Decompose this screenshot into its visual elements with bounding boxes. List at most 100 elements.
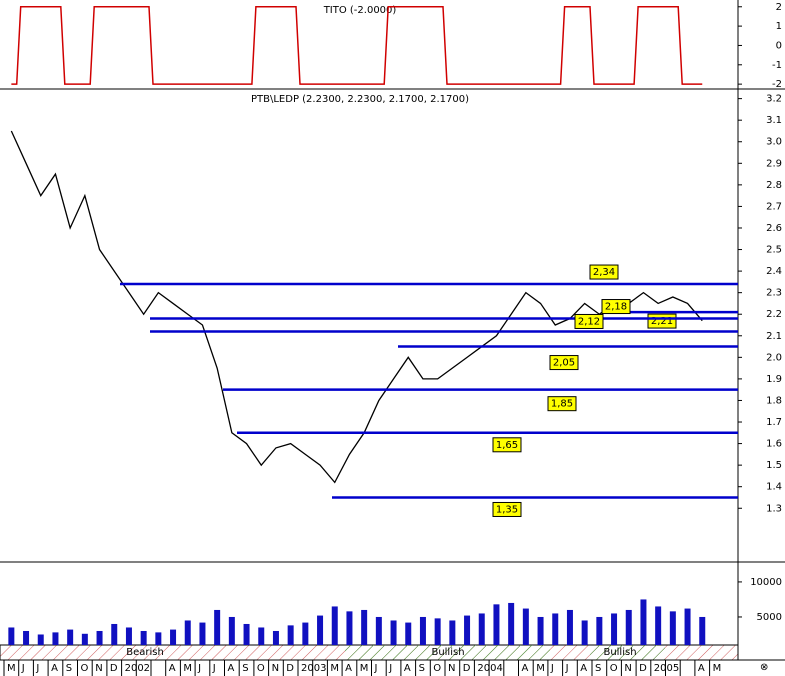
volume-bar (508, 602, 515, 645)
volume-bar (625, 609, 632, 645)
x-tick-label: D (286, 663, 294, 674)
y-tick-label: 1 (776, 21, 782, 32)
x-tick-label: 2004 (477, 663, 502, 674)
x-tick-label: A (345, 663, 352, 674)
level-label-box (547, 396, 577, 412)
x-tick-label: 2005 (654, 663, 679, 674)
volume-bar (170, 629, 177, 645)
x-tick-label: N (448, 663, 455, 674)
y-tick-label: 2.9 (766, 158, 782, 169)
volume-bar (125, 627, 132, 645)
y-tick-label: 2.8 (766, 180, 782, 191)
volume-bar (96, 630, 103, 645)
volume-bar (493, 604, 500, 645)
level-label: 2,18 (605, 302, 627, 313)
y-tick-label: 1.3 (766, 503, 782, 514)
x-tick-label: A (169, 663, 176, 674)
volume-bar (111, 623, 118, 645)
x-tick-label: J (212, 663, 216, 674)
y-tick-label: 2.0 (766, 352, 782, 363)
volume-bar (566, 609, 573, 645)
volume-bar (52, 632, 59, 645)
x-tick-label: J (565, 663, 569, 674)
volume-bar (669, 611, 676, 645)
level-label-box (492, 501, 522, 517)
volume-bar (331, 606, 338, 645)
x-tick-label: D (463, 663, 471, 674)
level-label-box (574, 313, 604, 329)
y-tick-label: 1.6 (766, 439, 782, 450)
volume-bar (302, 622, 309, 645)
x-tick-label: O (81, 663, 89, 674)
level-label: 1,65 (496, 440, 518, 451)
y-tick-label: -1 (772, 60, 782, 71)
y-tick-label: 2.4 (766, 266, 782, 277)
y-tick-label: 2.2 (766, 309, 782, 320)
y-tick-label: 2.1 (766, 331, 782, 342)
volume-bar (522, 608, 529, 645)
volume-bar (272, 630, 279, 645)
x-tick-label: N (624, 663, 631, 674)
volume-bar (419, 616, 426, 645)
volume-bar (346, 611, 353, 645)
volume-bar (214, 609, 221, 645)
icon: ⊗ (760, 662, 768, 673)
volume-bar (464, 615, 471, 645)
x-tick-label: A (698, 663, 705, 674)
y-tick-label: 1.8 (766, 395, 782, 406)
series-line (10, 130, 703, 484)
y-tick-label: 1.9 (766, 374, 782, 385)
volume-bar (390, 620, 397, 645)
x-tick-label: M (713, 663, 722, 674)
x-tick-label: A (404, 663, 411, 674)
volume-bar (611, 613, 618, 645)
x-tick-label: 2002 (125, 663, 150, 674)
x-tick-label: 2003 (301, 663, 326, 674)
y-tick-label: 2.6 (766, 223, 782, 234)
level-label: 2,05 (553, 358, 575, 369)
x-tick-label: M (183, 663, 192, 674)
x-tick-label: J (550, 663, 554, 674)
level-label-box (589, 264, 619, 280)
x-tick-label: M (536, 663, 545, 674)
y-tick-label: 1.5 (766, 460, 782, 471)
x-tick-label: D (110, 663, 118, 674)
level-label: 1,85 (551, 399, 573, 410)
y-tick-label: 1.4 (766, 482, 782, 493)
volume-bar (317, 615, 324, 645)
volume-bar (581, 620, 588, 645)
volume-bar (361, 609, 368, 645)
volume-bar (184, 620, 191, 645)
volume-bar (37, 634, 44, 645)
volume-bar (537, 616, 544, 645)
y-tick-label: 10000 (750, 577, 782, 588)
x-tick-label: A (522, 663, 529, 674)
volume-bar (405, 622, 412, 645)
x-tick-label: M (330, 663, 339, 674)
x-tick-label: N (272, 663, 279, 674)
level-label: 1,35 (496, 504, 518, 515)
volume-bar (699, 616, 706, 645)
volume-bar (655, 606, 662, 645)
x-tick-label: A (580, 663, 587, 674)
y-tick-label: -2 (772, 79, 782, 90)
volume-bar (434, 618, 441, 645)
level-label-box (601, 299, 631, 315)
volume-bar (258, 627, 265, 645)
level-label: 2,34 (593, 267, 615, 278)
volume-bar (640, 599, 647, 645)
y-tick-label: 5000 (757, 612, 782, 623)
y-tick-label: 0 (776, 40, 782, 51)
x-tick-label: O (610, 663, 618, 674)
x-tick-label: N (95, 663, 102, 674)
series-line (11, 6, 703, 85)
y-tick-label: 2.5 (766, 245, 782, 256)
volume-bar (684, 608, 691, 645)
x-tick-label: O (433, 663, 441, 674)
y-tick-label: 2.7 (766, 201, 782, 212)
volume-bar (243, 623, 250, 645)
x-tick-label: A (228, 663, 235, 674)
x-tick-label: A (51, 663, 58, 674)
